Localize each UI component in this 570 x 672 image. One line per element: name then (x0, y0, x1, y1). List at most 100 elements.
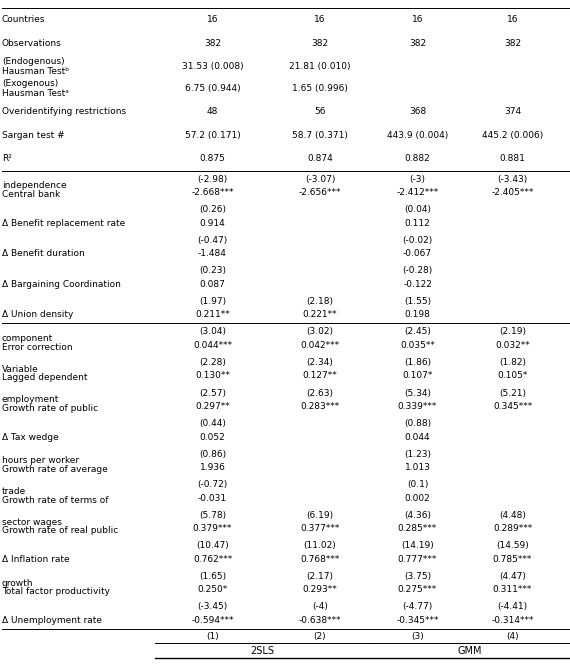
Text: 0.785***: 0.785*** (493, 555, 532, 564)
Text: Hausman Testᵇ: Hausman Testᵇ (2, 67, 69, 76)
Text: 2SLS: 2SLS (250, 646, 275, 656)
Text: -0.594***: -0.594*** (192, 616, 234, 625)
Text: (0.04): (0.04) (404, 205, 431, 214)
Text: 443.9 (0.004): 443.9 (0.004) (387, 130, 448, 140)
Text: 0.345***: 0.345*** (493, 402, 532, 411)
Text: -0.314***: -0.314*** (491, 616, 534, 625)
Text: Overidentifying restrictions: Overidentifying restrictions (2, 107, 126, 116)
Text: (4.48): (4.48) (499, 511, 526, 520)
Text: 0.112: 0.112 (405, 218, 430, 228)
Text: (2): (2) (314, 632, 326, 642)
Text: hours per worker: hours per worker (2, 456, 79, 466)
Text: (6.19): (6.19) (307, 511, 333, 520)
Text: 0.289***: 0.289*** (493, 524, 532, 534)
Text: (1.23): (1.23) (404, 450, 431, 459)
Text: 48: 48 (207, 107, 218, 116)
Text: 16: 16 (507, 15, 518, 24)
Text: 0.105*: 0.105* (497, 372, 528, 380)
Text: 0.221**: 0.221** (303, 310, 337, 319)
Text: (10.47): (10.47) (196, 542, 229, 550)
Text: (3.75): (3.75) (404, 572, 431, 581)
Text: Δ Bargaining Coordination: Δ Bargaining Coordination (2, 280, 121, 289)
Text: 0.875: 0.875 (200, 155, 226, 163)
Text: 16: 16 (314, 15, 325, 24)
Text: 1.936: 1.936 (200, 463, 226, 472)
Text: 0.762***: 0.762*** (193, 555, 232, 564)
Text: 16: 16 (207, 15, 218, 24)
Text: (-3.07): (-3.07) (305, 175, 335, 183)
Text: (-3.43): (-3.43) (498, 175, 528, 183)
Text: 368: 368 (409, 107, 426, 116)
Text: 0.032**: 0.032** (495, 341, 530, 350)
Text: 58.7 (0.371): 58.7 (0.371) (292, 130, 348, 140)
Text: (2.28): (2.28) (199, 358, 226, 367)
Text: 382: 382 (311, 39, 328, 48)
Text: -0.345***: -0.345*** (396, 616, 439, 625)
Text: (0.88): (0.88) (404, 419, 431, 428)
Text: 0.107*: 0.107* (402, 372, 433, 380)
Text: (14.59): (14.59) (496, 542, 529, 550)
Text: (0.23): (0.23) (199, 266, 226, 276)
Text: (0.44): (0.44) (199, 419, 226, 428)
Text: 0.035**: 0.035** (400, 341, 435, 350)
Text: (14.19): (14.19) (401, 542, 434, 550)
Text: (0.26): (0.26) (199, 205, 226, 214)
Text: (Endogenous): (Endogenous) (2, 57, 64, 66)
Text: Δ Benefit replacement rate: Δ Benefit replacement rate (2, 218, 125, 228)
Text: 0.768***: 0.768*** (300, 555, 340, 564)
Text: 0.127**: 0.127** (303, 372, 337, 380)
Text: (-3.45): (-3.45) (197, 603, 227, 612)
Text: 0.377***: 0.377*** (300, 524, 340, 534)
Text: Total factor productivity: Total factor productivity (2, 587, 110, 596)
Text: 57.2 (0.171): 57.2 (0.171) (185, 130, 241, 140)
Text: 0.087: 0.087 (200, 280, 226, 289)
Text: (1.86): (1.86) (404, 358, 431, 367)
Text: (5.34): (5.34) (404, 388, 431, 398)
Text: -0.067: -0.067 (403, 249, 432, 258)
Text: (3.02): (3.02) (307, 327, 333, 337)
Text: 0.293**: 0.293** (303, 585, 337, 594)
Text: -0.122: -0.122 (403, 280, 432, 289)
Text: -0.031: -0.031 (198, 494, 227, 503)
Text: 0.044***: 0.044*** (193, 341, 232, 350)
Text: -1.484: -1.484 (198, 249, 227, 258)
Text: (3): (3) (411, 632, 424, 642)
Text: (1.65): (1.65) (199, 572, 226, 581)
Text: GMM: GMM (458, 646, 482, 656)
Text: (1.82): (1.82) (499, 358, 526, 367)
Text: Δ Benefit duration: Δ Benefit duration (2, 249, 85, 258)
Text: 21.81 (0.010): 21.81 (0.010) (289, 62, 351, 71)
Text: (-0.28): (-0.28) (402, 266, 433, 276)
Text: 382: 382 (504, 39, 521, 48)
Text: (3.04): (3.04) (199, 327, 226, 337)
Text: Countries: Countries (2, 15, 46, 24)
Text: 0.882: 0.882 (405, 155, 430, 163)
Text: (0.1): (0.1) (407, 480, 428, 489)
Text: trade: trade (2, 487, 26, 496)
Text: (-4.77): (-4.77) (402, 603, 433, 612)
Text: (-3): (-3) (409, 175, 425, 183)
Text: Observations: Observations (2, 39, 62, 48)
Text: -2.405***: -2.405*** (491, 188, 534, 197)
Text: -0.638***: -0.638*** (299, 616, 341, 625)
Text: 31.53 (0.008): 31.53 (0.008) (182, 62, 243, 71)
Text: (4): (4) (506, 632, 519, 642)
Text: (11.02): (11.02) (304, 542, 336, 550)
Text: component: component (2, 334, 53, 343)
Text: Hausman Testᵃ: Hausman Testᵃ (2, 89, 69, 98)
Text: 382: 382 (409, 39, 426, 48)
Text: 382: 382 (204, 39, 221, 48)
Text: (2.34): (2.34) (307, 358, 333, 367)
Text: (5.78): (5.78) (199, 511, 226, 520)
Text: (2.19): (2.19) (499, 327, 526, 337)
Text: (2.17): (2.17) (307, 572, 333, 581)
Text: (5.21): (5.21) (499, 388, 526, 398)
Text: Error correction: Error correction (2, 343, 72, 351)
Text: 0.198: 0.198 (405, 310, 430, 319)
Text: 0.275***: 0.275*** (398, 585, 437, 594)
Text: (-2.98): (-2.98) (197, 175, 227, 183)
Text: Lagged dependent: Lagged dependent (2, 373, 88, 382)
Text: 0.285***: 0.285*** (398, 524, 437, 534)
Text: (2.57): (2.57) (199, 388, 226, 398)
Text: (-0.72): (-0.72) (197, 480, 227, 489)
